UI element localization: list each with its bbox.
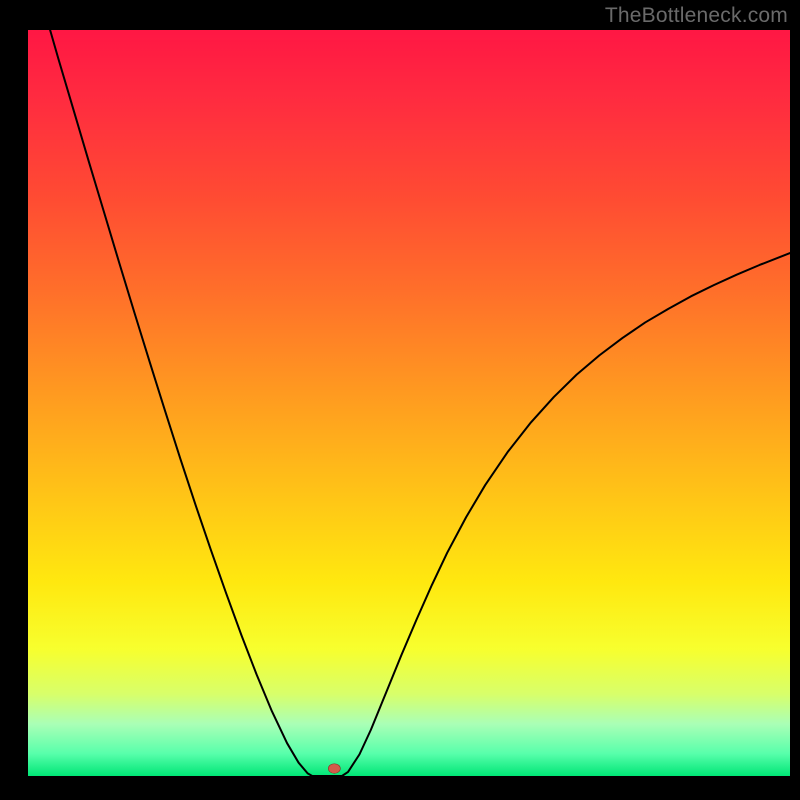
bottleneck-chart (0, 0, 800, 800)
optimal-point-marker (328, 764, 340, 774)
watermark-label: TheBottleneck.com (605, 4, 788, 28)
chart-container: TheBottleneck.com (0, 0, 800, 800)
plot-background (28, 30, 790, 776)
